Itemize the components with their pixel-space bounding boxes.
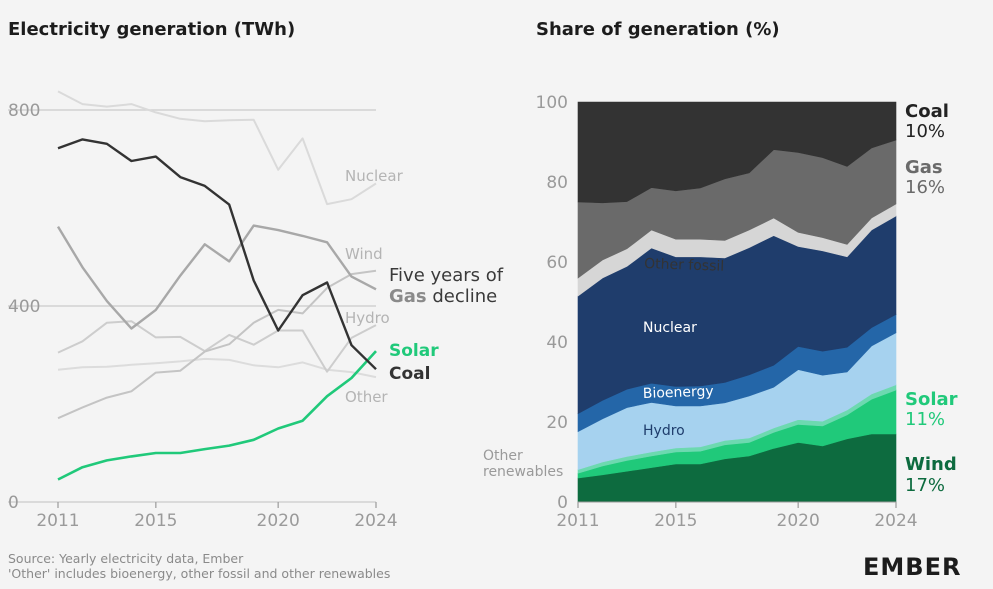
label-nuclear-area: Nuclear — [643, 320, 697, 336]
right-x-tick-label: 2024 — [874, 511, 917, 531]
left-y-tick-label: 800 — [8, 101, 40, 121]
line-series-coal — [57, 138, 377, 371]
right-y-tick-label: 0 — [557, 493, 568, 513]
label-solar-pct: 11% — [905, 409, 945, 430]
label-other-renewables-line2: renewables — [483, 464, 563, 480]
share-area-chart: 0 20 40 60 80 100 2011 2015 2020 2024 Other fossil… — [483, 93, 958, 531]
other-definition-note: 'Other' includes bioenergy, other fossil… — [8, 566, 391, 581]
label-solar: Solar — [389, 341, 439, 361]
label-nuclear: Nuclear — [345, 167, 404, 185]
right-x-tick-label: 2015 — [654, 511, 697, 531]
label-gas-line2: Gas decline — [389, 286, 497, 307]
left-y-tick-label: 400 — [8, 297, 40, 317]
label-coal-pct: 10% — [905, 121, 945, 142]
line-series-hydro — [57, 320, 377, 373]
line-series-wind — [57, 269, 377, 420]
ember-logo: EMBER — [863, 553, 962, 581]
right-chart-title: Share of generation (%) — [536, 19, 780, 40]
label-hydro: Hydro — [345, 309, 390, 327]
line-series-gas — [56, 224, 377, 330]
label-gas-line1: Five years of — [389, 265, 504, 286]
left-chart-title: Electricity generation (TWh) — [8, 19, 296, 40]
label-coal: Coal — [389, 364, 430, 384]
label-bioenergy: Bioenergy — [643, 384, 714, 402]
label-gas-pct: 16% — [905, 177, 945, 198]
label-solar-share: Solar — [905, 389, 958, 410]
right-y-tick-label: 60 — [546, 253, 568, 273]
line-series-solar — [57, 350, 377, 481]
generation-line-chart: 0 400 800 2011 2015 2020 2024 Nuclear Wind Hydro O… — [8, 90, 504, 531]
source-note: Source: Yearly electricity data, Ember — [8, 551, 244, 566]
label-hydro-area: Hydro — [643, 423, 685, 439]
label-other: Other — [345, 388, 388, 406]
label-gas-decline: decline — [427, 286, 498, 307]
left-x-tick-label: 2024 — [354, 511, 397, 531]
label-wind-share: Wind — [905, 454, 957, 475]
line-series-total — [57, 90, 377, 206]
right-y-tick-label: 40 — [546, 333, 568, 353]
label-wind-pct: 17% — [905, 475, 945, 496]
left-y-tick-label: 0 — [8, 493, 19, 513]
label-other-renewables-line1: Other — [483, 448, 523, 464]
right-x-tick-label: 2020 — [777, 511, 820, 531]
right-y-tick-label: 20 — [546, 413, 568, 433]
label-gas-share: Gas — [905, 157, 943, 178]
left-x-tick-label: 2011 — [36, 511, 79, 531]
label-gas-bold: Gas — [389, 286, 427, 307]
label-wind: Wind — [345, 245, 383, 263]
area-coal — [577, 101, 897, 204]
label-other-fossil: Other fossil — [644, 256, 725, 275]
right-y-tick-label: 100 — [536, 93, 568, 113]
line-series-other — [57, 357, 377, 379]
right-x-tick-label: 2011 — [556, 511, 599, 531]
right-y-tick-label: 80 — [546, 173, 568, 193]
label-coal-share: Coal — [905, 101, 949, 122]
left-x-tick-label: 2015 — [134, 511, 177, 531]
left-x-tick-label: 2020 — [257, 511, 300, 531]
